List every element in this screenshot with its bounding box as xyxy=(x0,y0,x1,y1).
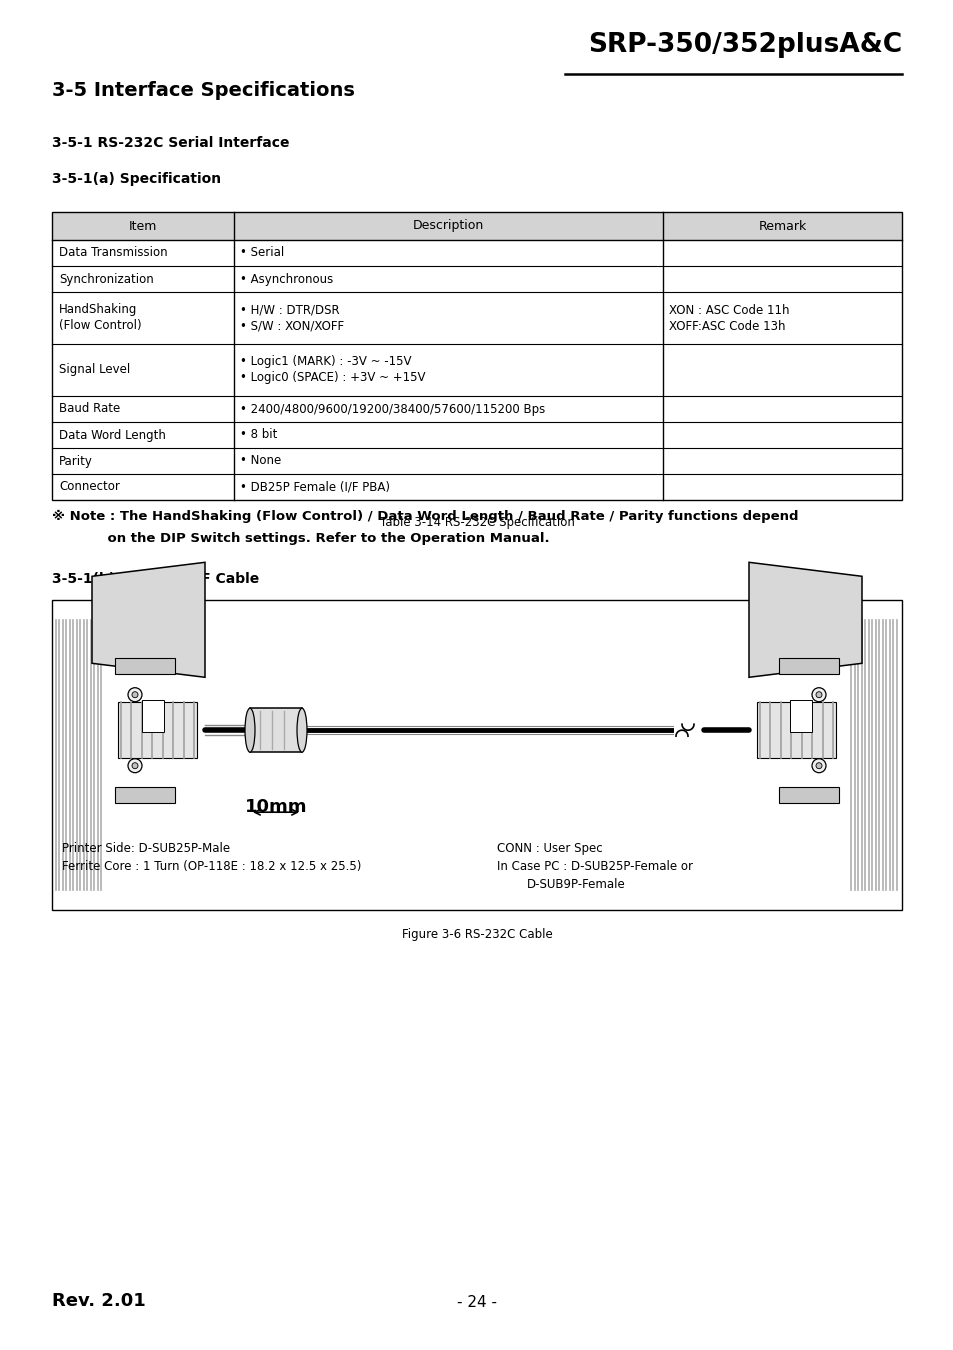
Bar xyxy=(250,709,302,752)
Text: - 24 -: - 24 - xyxy=(456,1295,497,1309)
Circle shape xyxy=(132,763,138,768)
Text: Data Word Length: Data Word Length xyxy=(59,428,166,441)
Bar xyxy=(115,657,174,674)
Circle shape xyxy=(128,687,142,702)
Polygon shape xyxy=(748,563,862,678)
Circle shape xyxy=(811,687,825,702)
Circle shape xyxy=(128,759,142,772)
Text: Remark: Remark xyxy=(758,220,806,232)
Text: Baud Rate: Baud Rate xyxy=(59,402,120,416)
Text: • DB25P Female (I/F PBA): • DB25P Female (I/F PBA) xyxy=(240,481,390,494)
Text: • 8 bit: • 8 bit xyxy=(240,428,277,441)
Bar xyxy=(142,701,164,732)
Bar xyxy=(118,702,196,759)
Circle shape xyxy=(132,691,138,698)
Text: Connector: Connector xyxy=(59,481,120,494)
Text: D-SUB9P-Female: D-SUB9P-Female xyxy=(526,878,625,891)
Text: Rev. 2.01: Rev. 2.01 xyxy=(52,1292,146,1310)
Circle shape xyxy=(815,763,821,768)
Bar xyxy=(52,599,901,910)
Circle shape xyxy=(815,691,821,698)
Text: Signal Level: Signal Level xyxy=(59,363,131,377)
Bar xyxy=(779,657,838,674)
Bar xyxy=(52,212,901,240)
Text: Description: Description xyxy=(413,220,483,232)
Bar xyxy=(789,701,811,732)
Text: In Case PC : D-SUB25P-Female or: In Case PC : D-SUB25P-Female or xyxy=(497,860,692,873)
Text: 3-5-1 RS-232C Serial Interface: 3-5-1 RS-232C Serial Interface xyxy=(52,136,289,150)
Text: Synchronization: Synchronization xyxy=(59,273,153,285)
Text: Data Transmission: Data Transmission xyxy=(59,247,168,259)
Ellipse shape xyxy=(296,709,307,752)
Text: • None: • None xyxy=(240,455,281,467)
Polygon shape xyxy=(91,563,205,678)
Text: Figure 3-6 RS-232C Cable: Figure 3-6 RS-232C Cable xyxy=(401,927,552,941)
Text: 3-5-1(a) Specification: 3-5-1(a) Specification xyxy=(52,171,221,186)
Text: XON : ASC Code 11h
XOFF:ASC Code 13h: XON : ASC Code 11h XOFF:ASC Code 13h xyxy=(668,304,789,332)
Text: ※ Note : The HandShaking (Flow Control) / Data Word Length / Baud Rate / Parity : ※ Note : The HandShaking (Flow Control) … xyxy=(52,510,798,524)
Text: • Serial: • Serial xyxy=(240,247,284,259)
Text: Ferrite Core : 1 Turn (OP-118E : 18.2 x 12.5 x 25.5): Ferrite Core : 1 Turn (OP-118E : 18.2 x … xyxy=(62,860,361,873)
Text: Printer Side: D-SUB25P-Male: Printer Side: D-SUB25P-Male xyxy=(62,842,230,855)
Text: SRP-350/352plusA&C: SRP-350/352plusA&C xyxy=(587,32,901,58)
Bar xyxy=(52,212,901,500)
Bar xyxy=(115,787,174,803)
Text: Parity: Parity xyxy=(59,455,92,467)
Text: CONN : User Spec: CONN : User Spec xyxy=(497,842,602,855)
Ellipse shape xyxy=(245,709,254,752)
Text: • 2400/4800/9600/19200/38400/57600/115200 Bps: • 2400/4800/9600/19200/38400/57600/11520… xyxy=(240,402,545,416)
Text: 10mm: 10mm xyxy=(245,798,307,817)
Text: HandShaking
(Flow Control): HandShaking (Flow Control) xyxy=(59,304,141,332)
Text: 3-5-1(b) RS-232C I/F Cable: 3-5-1(b) RS-232C I/F Cable xyxy=(52,572,259,586)
Text: • Asynchronous: • Asynchronous xyxy=(240,273,333,285)
Circle shape xyxy=(811,759,825,772)
Text: Table 3-14 RS-232C Specification: Table 3-14 RS-232C Specification xyxy=(379,516,574,529)
Text: • Logic1 (MARK) : -3V ~ -15V
• Logic0 (SPACE) : +3V ~ +15V: • Logic1 (MARK) : -3V ~ -15V • Logic0 (S… xyxy=(240,355,425,385)
Bar xyxy=(779,787,838,803)
Text: • H/W : DTR/DSR
• S/W : XON/XOFF: • H/W : DTR/DSR • S/W : XON/XOFF xyxy=(240,304,344,332)
Text: on the DIP Switch settings. Refer to the Operation Manual.: on the DIP Switch settings. Refer to the… xyxy=(52,532,549,545)
Bar xyxy=(673,720,698,740)
Text: 3-5 Interface Specifications: 3-5 Interface Specifications xyxy=(52,81,355,100)
Bar xyxy=(757,702,835,759)
Text: Item: Item xyxy=(129,220,157,232)
